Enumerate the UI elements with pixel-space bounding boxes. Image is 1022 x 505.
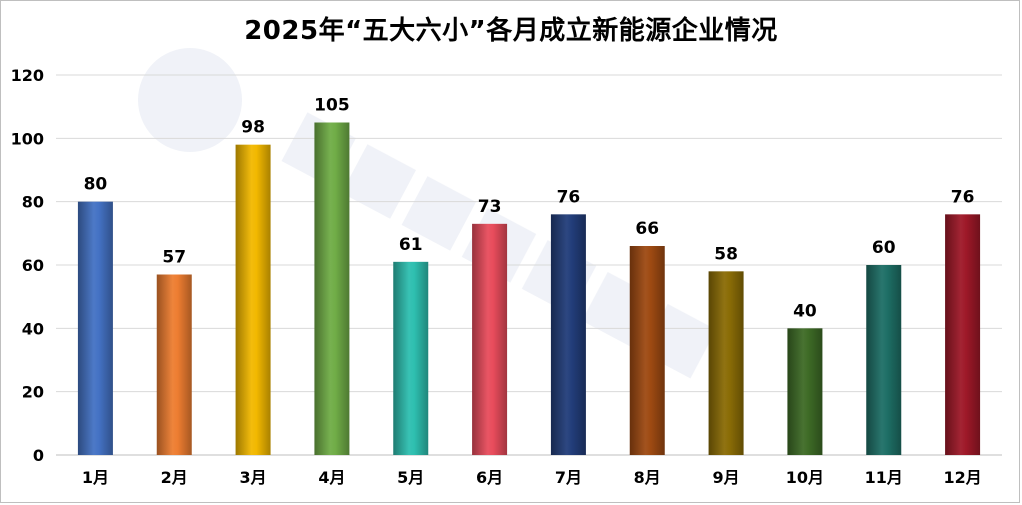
bar-5月 xyxy=(393,261,429,455)
bar-4月 xyxy=(314,122,350,455)
bar-2月 xyxy=(156,274,192,455)
bar-6月 xyxy=(472,223,508,455)
y-tick-label: 0 xyxy=(33,446,44,465)
bar-10月 xyxy=(787,328,823,455)
x-tick-label: 5月 xyxy=(397,468,424,487)
data-label: 66 xyxy=(635,219,659,239)
x-tick-label: 12月 xyxy=(943,468,981,487)
y-tick-label: 120 xyxy=(11,66,44,85)
bar-3月 xyxy=(235,144,271,455)
bar-12月 xyxy=(945,214,981,455)
y-tick-label: 80 xyxy=(22,193,44,212)
y-tick-label: 40 xyxy=(22,319,44,338)
x-tick-label: 1月 xyxy=(82,468,109,487)
bar-8月 xyxy=(629,246,665,455)
x-tick-label: 9月 xyxy=(713,468,740,487)
bar-11月 xyxy=(866,265,902,455)
x-tick-label: 3月 xyxy=(240,468,267,487)
data-label: 80 xyxy=(84,175,108,195)
data-label: 61 xyxy=(399,235,423,255)
data-label: 60 xyxy=(872,238,896,258)
data-label: 105 xyxy=(314,96,350,116)
x-tick-label: 7月 xyxy=(555,468,582,487)
data-label: 40 xyxy=(793,301,817,321)
y-tick-label: 100 xyxy=(11,129,44,148)
chart-title: 2025年“五大六小”各月成立新能源企业情况 xyxy=(244,16,778,46)
y-tick-label: 20 xyxy=(22,383,44,402)
data-label: 76 xyxy=(557,187,581,207)
data-label: 73 xyxy=(478,197,502,217)
data-label: 98 xyxy=(241,118,265,138)
data-label: 76 xyxy=(951,187,975,207)
x-tick-label: 8月 xyxy=(634,468,661,487)
bar-9月 xyxy=(708,271,744,455)
y-tick-label: 60 xyxy=(22,256,44,275)
bar-7月 xyxy=(550,214,586,455)
data-label: 58 xyxy=(714,244,738,264)
x-tick-label: 11月 xyxy=(865,468,903,487)
x-tick-label: 4月 xyxy=(318,468,345,487)
bar-1月 xyxy=(77,201,113,455)
x-tick-label: 10月 xyxy=(786,468,824,487)
data-label: 57 xyxy=(162,248,186,268)
x-tick-label: 2月 xyxy=(161,468,188,487)
x-tick-label: 6月 xyxy=(476,468,503,487)
